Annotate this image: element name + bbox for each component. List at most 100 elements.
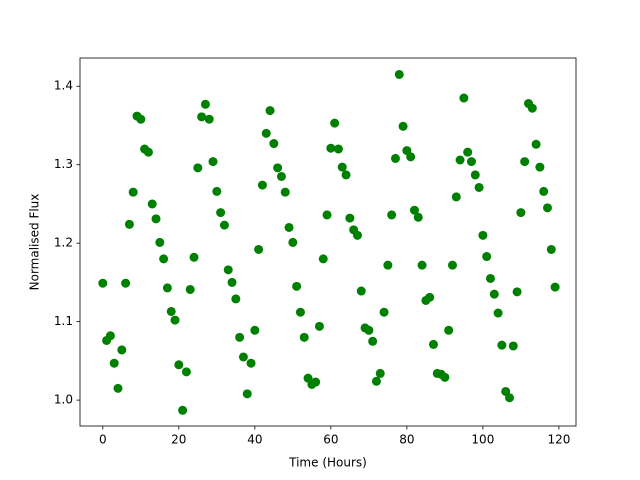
- scatter-point: [227, 277, 237, 287]
- scatter-point: [254, 244, 264, 254]
- y-axis-label: Normalised Flux: [28, 194, 42, 291]
- scatter-point: [314, 321, 324, 331]
- scatter-point: [527, 103, 537, 113]
- y-tick-label: 1.4: [54, 79, 73, 93]
- scatter-point: [413, 212, 423, 222]
- scatter-point: [516, 208, 526, 218]
- scatter-point: [493, 308, 503, 318]
- scatter-point: [181, 367, 191, 377]
- scatter-point: [474, 182, 484, 192]
- scatter-point: [379, 307, 389, 317]
- scatter-point: [364, 325, 374, 335]
- scatter-point: [489, 289, 499, 299]
- scatter-point: [136, 114, 146, 124]
- scatter-point: [333, 144, 343, 154]
- scatter-point: [178, 405, 188, 415]
- scatter-point: [151, 214, 161, 224]
- scatter-point: [162, 283, 172, 293]
- scatter-point: [250, 325, 260, 335]
- x-tick-label: 120: [547, 433, 570, 447]
- scatter-point: [409, 205, 419, 215]
- scatter-point: [235, 332, 245, 342]
- x-tick-label: 100: [471, 433, 494, 447]
- scatter-point: [318, 254, 328, 264]
- scatter-point: [356, 286, 366, 296]
- scatter-point: [257, 180, 267, 190]
- scatter-point: [463, 147, 473, 157]
- scatter-point: [394, 69, 404, 79]
- scatter-point: [440, 372, 450, 382]
- y-tick-label: 1.0: [54, 393, 73, 407]
- scatter-point: [276, 171, 286, 181]
- scatter-point: [478, 230, 488, 240]
- scatter-point: [459, 93, 469, 103]
- scatter-point: [242, 389, 252, 399]
- scatter-point: [535, 162, 545, 172]
- scatter-point: [238, 352, 248, 362]
- scatter-point: [246, 358, 256, 368]
- scatter-point: [375, 368, 385, 378]
- scatter-point: [345, 213, 355, 223]
- scatter-point: [284, 222, 294, 232]
- scatter-point: [398, 121, 408, 131]
- scatter-point: [280, 187, 290, 197]
- scatter-point: [311, 377, 321, 387]
- scatter-point: [269, 139, 279, 149]
- scatter-point: [193, 163, 203, 173]
- scatter-point: [117, 345, 127, 355]
- scatter-point: [143, 147, 153, 157]
- scatter-point: [546, 244, 556, 254]
- scatter-point: [208, 157, 218, 167]
- scatter-point: [368, 336, 378, 346]
- scatter-point: [470, 170, 480, 180]
- scatter-point: [128, 187, 138, 197]
- scatter-point: [261, 128, 271, 138]
- scatter-point: [159, 254, 169, 264]
- scatter-point: [466, 157, 476, 167]
- scatter-point: [455, 155, 465, 165]
- scatter-point: [341, 170, 351, 180]
- x-tick-label: 60: [323, 433, 338, 447]
- scatter-point: [520, 157, 530, 167]
- scatter-point: [166, 306, 176, 316]
- scatter-point: [204, 114, 214, 124]
- scatter-point: [352, 230, 362, 240]
- scatter-point: [265, 106, 275, 116]
- scatter-point: [326, 143, 336, 153]
- scatter-point: [451, 192, 461, 202]
- scatter-point: [231, 294, 241, 304]
- scatter-point: [273, 163, 283, 173]
- scatter-point: [330, 118, 340, 128]
- x-tick-label: 0: [99, 433, 107, 447]
- scatter-point: [497, 340, 507, 350]
- scatter-point: [531, 139, 541, 149]
- scatter-point: [109, 358, 119, 368]
- scatter-point: [508, 341, 518, 351]
- scatter-point: [124, 219, 134, 229]
- scatter-point: [197, 112, 207, 122]
- scatter-point: [189, 252, 199, 262]
- scatter-point: [485, 273, 495, 283]
- y-tick-label: 1.2: [54, 236, 73, 250]
- scatter-point: [539, 186, 549, 196]
- scatter-point: [113, 383, 123, 393]
- scatter-point: [444, 325, 454, 335]
- scatter-point: [337, 162, 347, 172]
- scatter-point: [504, 393, 514, 403]
- scatter-point: [406, 152, 416, 162]
- x-tick-label: 20: [171, 433, 186, 447]
- scatter-point: [155, 237, 165, 247]
- x-tick-label: 40: [247, 433, 262, 447]
- scatter-point: [185, 284, 195, 294]
- scatter-point: [216, 208, 226, 218]
- scatter-point: [417, 260, 427, 270]
- scatter-point: [121, 278, 131, 288]
- scatter-point: [428, 339, 438, 349]
- scatter-point: [383, 260, 393, 270]
- scatter-point: [425, 292, 435, 302]
- scatter-point: [295, 307, 305, 317]
- scatter-point: [223, 265, 233, 275]
- scatter-point: [371, 376, 381, 386]
- scatter-point: [200, 99, 210, 109]
